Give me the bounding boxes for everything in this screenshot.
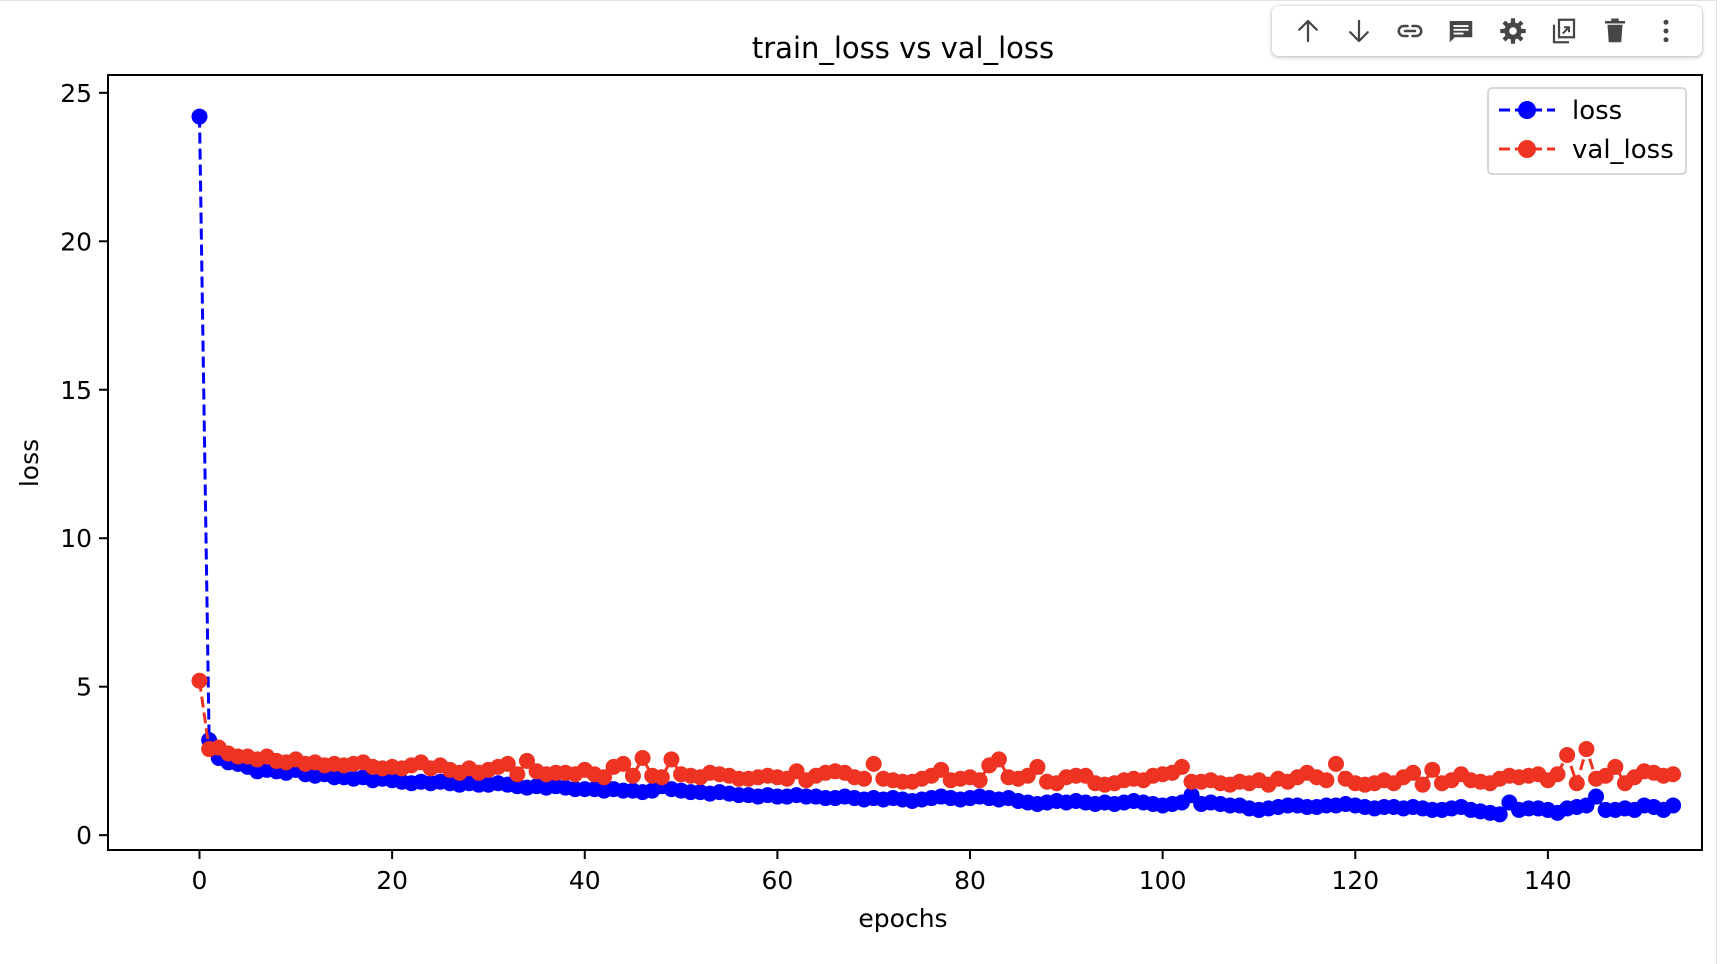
data-point-val-loss [1665, 766, 1682, 783]
data-point-val-loss [1328, 755, 1345, 772]
x-axis-label: epochs [858, 904, 947, 933]
legend-marker-loss [1518, 101, 1536, 119]
x-tick-label: 100 [1139, 866, 1187, 895]
data-point-val-loss [634, 749, 651, 766]
data-point-val-loss [596, 769, 613, 786]
data-point-val-loss [971, 772, 988, 789]
y-tick-label: 25 [60, 79, 92, 108]
legend-label-val-loss: val_loss [1572, 135, 1674, 165]
x-tick-label: 80 [954, 866, 986, 895]
y-tick-label: 10 [60, 524, 92, 553]
trash-icon [1605, 18, 1626, 43]
data-point-val-loss [1607, 758, 1624, 775]
cell-right-border [1716, 0, 1717, 964]
legend-marker-val-loss [1518, 140, 1536, 158]
legend-item-loss: loss [1499, 96, 1622, 126]
data-point-loss [1665, 797, 1682, 814]
more-vert-icon [1663, 19, 1669, 43]
axes-frame [107, 74, 1703, 851]
data-point-val-loss [624, 767, 641, 784]
data-point-val-loss [509, 766, 526, 783]
chart-title: train_loss vs val_loss [752, 31, 1054, 65]
data-point-loss [1491, 806, 1508, 823]
x-tick-label: 40 [569, 866, 601, 895]
y-axis-label: loss [15, 439, 44, 487]
x-tick-label: 60 [761, 866, 793, 895]
link-icon [1397, 24, 1423, 38]
more-button[interactable] [1646, 11, 1686, 51]
legend: loss val_loss [1487, 87, 1687, 175]
gear-icon [1499, 18, 1526, 44]
mirror-cell-button[interactable] [1544, 11, 1584, 51]
cell-top-border [0, 0, 1716, 1]
data-point-val-loss [1559, 746, 1576, 763]
data-point-val-loss [1318, 772, 1335, 789]
delete-button[interactable] [1595, 11, 1635, 51]
arrow-up-icon [1297, 19, 1318, 43]
y-tick-label: 5 [76, 673, 92, 702]
data-point-val-loss [653, 769, 670, 786]
x-tick-label: 120 [1331, 866, 1379, 895]
data-point-val-loss [1578, 741, 1595, 758]
data-point-loss [191, 108, 208, 125]
comment-icon [1450, 21, 1473, 43]
data-point-val-loss [499, 755, 516, 772]
series-val-loss [191, 672, 1682, 793]
x-tick-label: 0 [192, 866, 208, 895]
data-point-val-loss [933, 761, 950, 778]
data-point-val-loss [856, 770, 873, 787]
data-point-val-loss [865, 755, 882, 772]
y-tick-label: 15 [60, 376, 92, 405]
mirror-icon [1552, 18, 1575, 44]
arrow-down-icon [1349, 19, 1369, 43]
x-tick-label: 140 [1524, 866, 1572, 895]
data-point-val-loss [1029, 758, 1046, 775]
data-point-val-loss [615, 755, 632, 772]
x-tick-label: 20 [376, 866, 408, 895]
cell-toolbar [1272, 6, 1702, 56]
data-point-loss [1588, 788, 1605, 805]
move-up-button[interactable] [1288, 11, 1328, 51]
data-point-val-loss [1549, 766, 1566, 783]
y-tick-label: 20 [60, 227, 92, 256]
series-line-val-loss [198, 680, 1674, 789]
axes: 0 20 40 60 80 100 120 140 0 5 10 15 20 25 [60, 74, 1703, 895]
comment-button[interactable] [1441, 11, 1481, 51]
data-point-val-loss [1568, 775, 1585, 792]
legend-label-loss: loss [1572, 96, 1622, 126]
data-point-val-loss [1424, 761, 1441, 778]
y-tick-label: 0 [76, 821, 92, 850]
data-point-val-loss [191, 672, 208, 689]
move-down-button[interactable] [1339, 11, 1379, 51]
legend-item-val-loss: val_loss [1499, 135, 1674, 165]
data-point-val-loss [1414, 776, 1431, 793]
data-point-val-loss [1405, 764, 1422, 781]
data-point-val-loss [990, 751, 1007, 768]
data-point-val-loss [518, 752, 535, 769]
data-point-val-loss [1173, 758, 1190, 775]
plot-area [191, 108, 1682, 823]
settings-button[interactable] [1493, 11, 1533, 51]
link-button[interactable] [1390, 11, 1430, 51]
data-point-val-loss [663, 751, 680, 768]
